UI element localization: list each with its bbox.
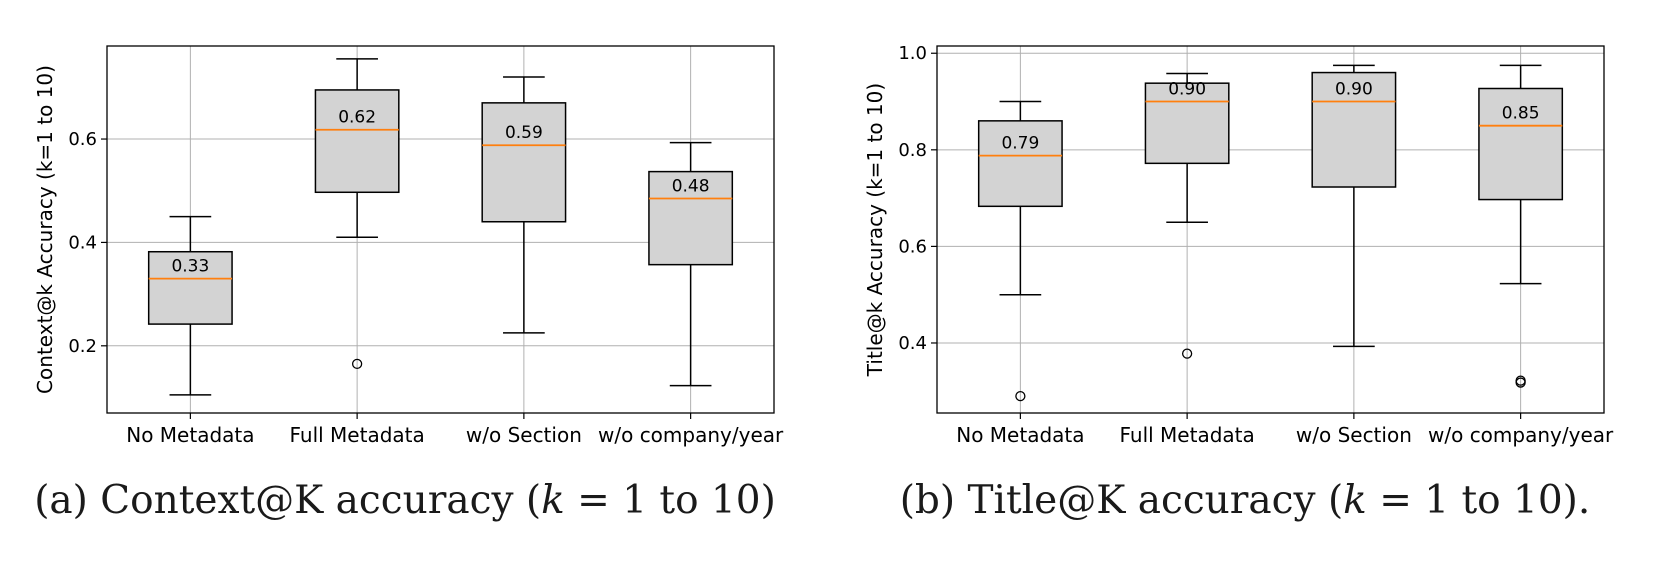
y-axis-label: Context@k Accuracy (k=1 to 10) (33, 65, 57, 394)
x-tick-label: w/o Section (1296, 423, 1412, 447)
y-tick-label: 1.0 (898, 43, 927, 64)
outlier-point (351, 358, 363, 370)
median-label: 0.33 (171, 257, 209, 277)
x-tick-label: No Metadata (956, 423, 1084, 447)
caption-b: (b) Title@K accuracy (k = 1 to 10). (900, 478, 1591, 523)
y-axis-label: Title@k Accuracy (k=1 to 10) (863, 83, 887, 377)
caption-b-prefix: (b) Title@K accuracy ( (900, 478, 1343, 523)
x-tick-label: w/o company/year (598, 423, 784, 447)
panel-a-context-accuracy: 0.33 0.62 0.59 0.48 0.2 0.4 0.6 No Metadata Full… (33, 45, 784, 447)
caption-a: (a) Context@K accuracy (k = 1 to 10) (34, 478, 776, 523)
box-iqr (481, 102, 567, 223)
x-tick-label: Full Metadata (289, 423, 424, 447)
box-iqr (1144, 82, 1230, 165)
box-iqr (1478, 87, 1564, 201)
caption-a-prefix: (a) Context@K accuracy ( (34, 478, 541, 523)
box-iqr (1311, 71, 1397, 188)
y-tick-label: 0.4 (68, 232, 97, 253)
panel-b-title-accuracy: 0.79 0.90 0.90 0.85 0.4 0.6 0.8 1.0 No Metadata F… (863, 43, 1614, 447)
outlier-point (1015, 390, 1026, 402)
x-tick-label: No Metadata (126, 423, 254, 447)
median-label: 0.62 (338, 108, 376, 128)
median-label: 0.90 (1335, 80, 1373, 100)
y-tick-label: 0.6 (68, 129, 97, 150)
median-label: 0.79 (1001, 134, 1039, 154)
caption-a-var: k (541, 478, 565, 523)
box-iqr (977, 120, 1063, 208)
caption-b-var: k (1343, 478, 1367, 523)
y-tick-label: 0.8 (898, 140, 927, 161)
box-iqr (147, 250, 233, 325)
plot-frame (936, 45, 1605, 414)
caption-a-suffix: = 1 to 10) (565, 478, 776, 523)
plot-frame (106, 45, 775, 414)
x-tick-label: w/o company/year (1428, 423, 1614, 447)
median-label: 0.85 (1502, 104, 1540, 124)
median-label: 0.90 (1168, 80, 1206, 100)
caption-b-suffix: = 1 to 10). (1367, 478, 1590, 523)
y-tick-label: 0.4 (898, 333, 927, 354)
box-iqr (648, 170, 734, 266)
y-tick-label: 0.2 (68, 336, 97, 357)
x-tick-label: Full Metadata (1119, 423, 1254, 447)
outlier-point (1181, 348, 1193, 359)
x-tick-label: w/o Section (466, 423, 582, 447)
median-label: 0.48 (672, 176, 710, 196)
y-tick-label: 0.6 (898, 236, 927, 257)
box-iqr (314, 89, 400, 194)
median-label: 0.59 (505, 123, 543, 143)
outlier-point (1515, 375, 1526, 386)
